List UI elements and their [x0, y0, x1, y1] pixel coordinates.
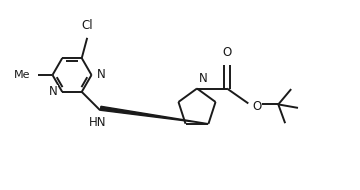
Text: HN: HN [89, 116, 106, 129]
Text: N: N [199, 71, 208, 85]
Polygon shape [100, 106, 208, 124]
Text: O: O [222, 46, 231, 59]
Text: Cl: Cl [82, 19, 94, 32]
Text: O: O [252, 100, 262, 113]
Text: N: N [49, 85, 57, 98]
Text: N: N [96, 67, 105, 81]
Text: Me: Me [14, 70, 31, 80]
